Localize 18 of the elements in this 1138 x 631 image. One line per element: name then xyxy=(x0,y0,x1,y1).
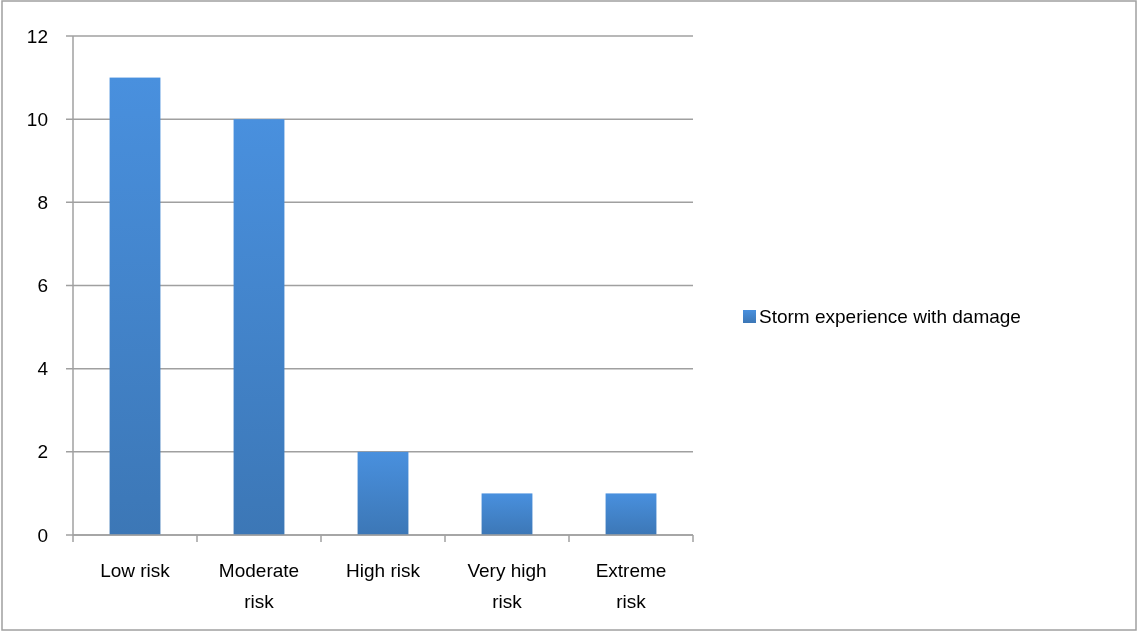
y-tick-label: 4 xyxy=(37,358,49,380)
legend-label: Storm experience with damage xyxy=(759,305,1021,327)
y-tick-label: 2 xyxy=(37,441,48,463)
bar xyxy=(233,119,285,535)
x-tick-label: Very high risk xyxy=(467,560,547,612)
x-tick-label: Moderate risk xyxy=(218,560,300,612)
y-tick-label: 6 xyxy=(37,275,48,297)
x-tick-label: Extreme risk xyxy=(595,560,667,612)
y-tick-label: 12 xyxy=(26,25,48,47)
y-tick-label: 0 xyxy=(37,524,48,546)
y-tick-label: 8 xyxy=(37,191,48,213)
bar xyxy=(481,493,533,535)
bar xyxy=(605,493,657,535)
bar xyxy=(109,77,161,535)
bar xyxy=(357,451,409,535)
x-tick-label: Low risk xyxy=(100,560,171,581)
x-tick-label: High risk xyxy=(346,560,421,581)
y-tick-label: 10 xyxy=(26,108,48,130)
